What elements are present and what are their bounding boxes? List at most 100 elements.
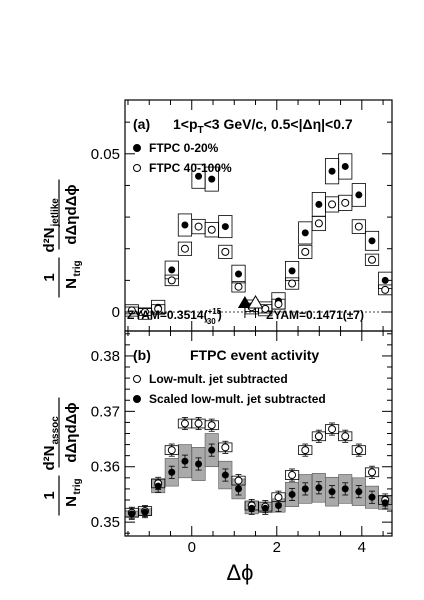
- data-point-ftpc-0-20: [301, 229, 309, 237]
- data-point-scaled-low-mult: [301, 485, 309, 493]
- data-point-low-mult: [274, 493, 283, 502]
- y-tick-label: 0.05: [91, 146, 120, 163]
- y-label-prefactor-den: N: [63, 278, 80, 289]
- panel-frame: [124, 99, 393, 332]
- y-label-prefactor-den-sub: trig: [72, 260, 83, 276]
- panel-title: 1<pT<3 GeV/c, 0.5<|Δη|<0.7: [173, 116, 353, 136]
- data-point-scaled-low-mult: [328, 488, 336, 496]
- sys-box: [298, 221, 313, 245]
- legend-label: FTPC 40-100%: [149, 161, 232, 175]
- panel-title: FTPC event activity: [190, 347, 319, 363]
- data-point-ftpc-40-100: [221, 247, 230, 256]
- data-point-ftpc-40-100: [354, 222, 363, 231]
- data-point-ftpc-0-20: [381, 276, 389, 284]
- legend-label: Scaled low-mult. jet subtracted: [149, 392, 326, 406]
- data-point-low-mult: [314, 432, 323, 441]
- x-axis-title: Δϕ: [226, 560, 253, 585]
- y-label-numerator-sub: assoc: [50, 416, 61, 445]
- sys-box: [338, 153, 353, 180]
- data-point-scaled-low-mult: [154, 482, 162, 490]
- data-point-ftpc-0-20: [235, 270, 243, 278]
- data-point-ftpc-40-100: [180, 244, 189, 253]
- y-label-numerator: d²N: [41, 228, 58, 253]
- sys-box: [177, 241, 193, 256]
- y-label-prefactor-num: 1: [41, 491, 58, 499]
- panel-label: (a): [133, 116, 150, 132]
- data-point-ftpc-40-100: [288, 279, 297, 288]
- data-point-ftpc-40-100: [261, 304, 270, 313]
- sys-box: [364, 253, 380, 266]
- y-label-numerator-sub: jetlike: [50, 198, 61, 228]
- x-axis: 0 2 4 Δϕ: [188, 539, 366, 585]
- y-tick-label: 0.35: [91, 514, 120, 531]
- y-label-prefactor-den-sub: trig: [72, 478, 83, 494]
- legend-marker: [133, 164, 141, 172]
- legend-marker: [133, 395, 141, 403]
- x-tick-label: 4: [358, 539, 366, 556]
- data-point-low-mult: [288, 471, 297, 480]
- data-point-scaled-low-mult: [381, 499, 389, 507]
- panel-label: (b): [133, 347, 151, 363]
- sys-box: [285, 277, 300, 290]
- data-point-ftpc-0-20: [221, 223, 229, 231]
- sys-box: [311, 215, 326, 232]
- sys-box: [378, 284, 393, 296]
- data-point-ftpc-40-100: [154, 304, 163, 313]
- data-point-ftpc-40-100: [140, 308, 149, 317]
- legend-label: FTPC 0-20%: [149, 141, 219, 155]
- x-tick-label: 2: [273, 539, 281, 556]
- data-point-scaled-low-mult: [315, 484, 323, 492]
- data-point-low-mult: [167, 446, 176, 455]
- data-point-low-mult: [328, 425, 337, 434]
- zyam-central-annotation: ZYAM=0.3514(+15 -30): [127, 307, 222, 326]
- data-point-ftpc-40-100: [194, 222, 203, 231]
- sys-box: [218, 244, 233, 259]
- y-label-numerator: d²N: [41, 446, 58, 471]
- data-point-scaled-low-mult: [221, 471, 229, 479]
- sys-box: [204, 166, 219, 192]
- x-tick-label: 0: [188, 539, 196, 556]
- data-point-scaled-low-mult: [355, 488, 363, 496]
- data-point-scaled-low-mult: [261, 504, 269, 512]
- data-point-ftpc-40-100: [274, 300, 283, 309]
- sys-box: [351, 219, 366, 234]
- sys-box: [164, 274, 179, 287]
- data-point-ftpc-40-100: [328, 200, 337, 209]
- data-point-scaled-low-mult: [248, 504, 256, 512]
- data-point-ftpc-0-20: [195, 172, 203, 180]
- data-point-ftpc-40-100: [314, 219, 323, 228]
- data-point-ftpc-40-100: [207, 225, 216, 234]
- data-point-scaled-low-mult: [208, 446, 216, 454]
- data-point-ftpc-40-100: [127, 306, 136, 315]
- y-label-prefactor-den: N: [63, 496, 80, 507]
- data-point-ftpc-40-100: [381, 285, 390, 294]
- data-point-scaled-low-mult: [235, 485, 243, 493]
- data-point-ftpc-0-20: [181, 221, 189, 229]
- y-tick-label: 0: [112, 304, 120, 321]
- zyam-arrow-filled: [237, 296, 252, 308]
- data-point-ftpc-0-20: [288, 267, 296, 275]
- data-point-low-mult: [180, 419, 189, 428]
- data-point-scaled-low-mult: [195, 460, 203, 468]
- data-point-ftpc-40-100: [167, 276, 176, 285]
- y-tick-label: 0.36: [91, 459, 120, 476]
- data-point-scaled-low-mult: [341, 485, 349, 493]
- data-point-scaled-low-mult: [168, 468, 176, 476]
- data-point-ftpc-0-20: [208, 175, 216, 183]
- legend-label: Low-mult. jet subtracted: [149, 372, 288, 386]
- data-point-scaled-low-mult: [368, 493, 376, 501]
- data-point-low-mult: [341, 432, 350, 441]
- data-point-scaled-low-mult: [128, 510, 136, 518]
- sys-box: [218, 215, 233, 239]
- y-tick-label: 0.37: [91, 403, 120, 420]
- data-point-scaled-low-mult: [181, 457, 189, 465]
- data-point-ftpc-0-20: [368, 237, 376, 245]
- data-point-low-mult: [301, 446, 310, 455]
- legend-marker: [133, 144, 141, 152]
- data-point-low-mult: [354, 446, 363, 455]
- y-label-prefactor-num: 1: [41, 273, 58, 281]
- data-point-ftpc-0-20: [168, 266, 176, 274]
